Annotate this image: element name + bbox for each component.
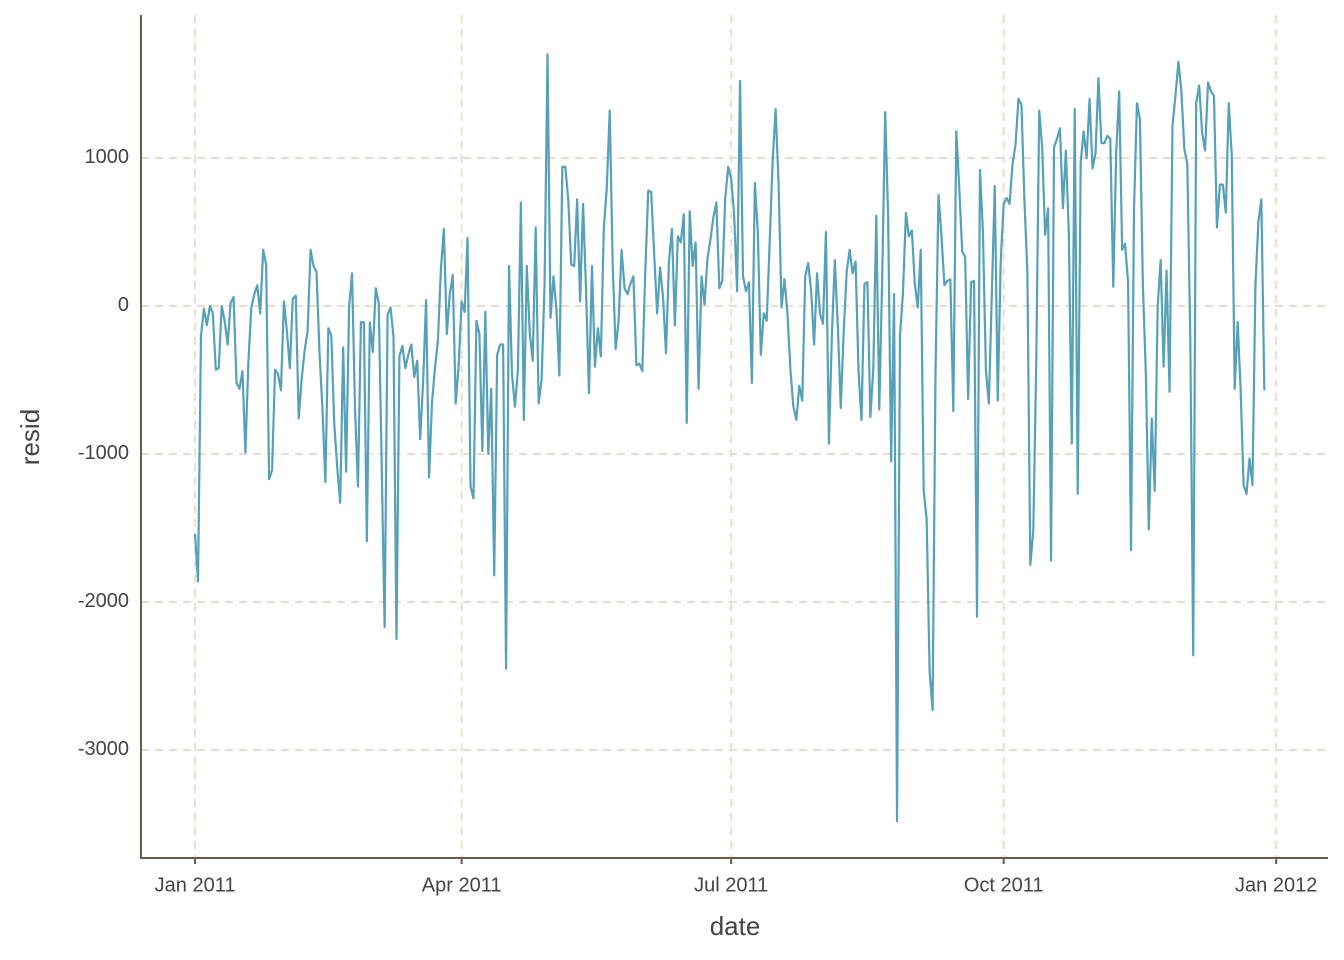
line-series	[193, 53, 1266, 823]
y-tick-label: 1000	[85, 146, 130, 168]
y-tick-label: -1000	[78, 442, 129, 464]
x-tick-label: Jan 2012	[1235, 874, 1317, 896]
x-axis-title: date	[710, 911, 761, 941]
y-tick-label: -2000	[78, 590, 129, 612]
x-tick-label: Apr 2011	[422, 874, 502, 896]
y-axis-title: resid	[15, 409, 45, 465]
y-tick-label: 0	[118, 294, 129, 316]
x-tick-label: Jul 2011	[694, 874, 768, 896]
x-tick-label: Jan 2011	[155, 874, 236, 896]
y-tick-label: -3000	[78, 738, 129, 760]
x-tick-label: Oct 2011	[964, 874, 1044, 896]
